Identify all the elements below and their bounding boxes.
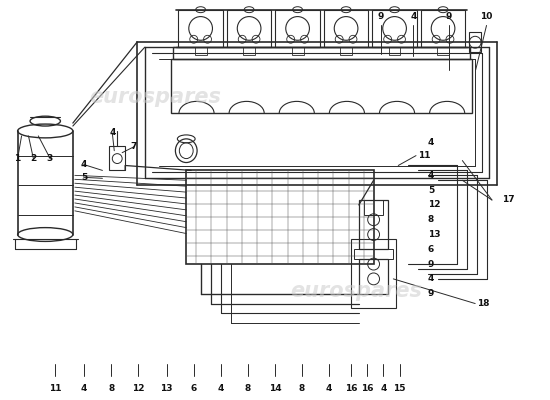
Text: 11: 11: [49, 384, 62, 394]
Text: 1: 1: [14, 154, 20, 163]
Text: 16: 16: [345, 384, 357, 394]
Bar: [469, 32, 481, 52]
Text: 4: 4: [428, 138, 434, 147]
Text: 4: 4: [218, 384, 224, 394]
Bar: [359, 200, 388, 249]
Text: 6: 6: [428, 245, 434, 254]
Text: 4: 4: [81, 384, 87, 394]
Text: eurospares: eurospares: [90, 88, 222, 108]
Text: 18: 18: [477, 299, 490, 308]
Text: 11: 11: [418, 151, 431, 160]
Bar: [389, 47, 400, 55]
Text: 4: 4: [428, 171, 434, 180]
Text: 9: 9: [377, 12, 384, 20]
Text: 4: 4: [326, 384, 332, 394]
Bar: [351, 240, 397, 308]
Bar: [437, 47, 449, 55]
Bar: [340, 47, 352, 55]
Text: 15: 15: [393, 384, 406, 394]
Bar: [359, 259, 388, 294]
Bar: [421, 10, 465, 47]
Bar: [276, 10, 320, 47]
Text: 8: 8: [245, 384, 251, 394]
Text: 8: 8: [428, 215, 434, 224]
Text: 8: 8: [108, 384, 114, 394]
Text: 13: 13: [160, 384, 173, 394]
Text: 4: 4: [109, 128, 116, 138]
Bar: [364, 200, 383, 215]
Text: 17: 17: [502, 196, 514, 204]
Bar: [292, 47, 304, 55]
Text: 13: 13: [428, 230, 441, 239]
Text: 4: 4: [410, 12, 416, 20]
Text: 5: 5: [81, 173, 87, 182]
Text: 9: 9: [428, 289, 434, 298]
Text: 4: 4: [81, 160, 87, 169]
Bar: [372, 10, 417, 47]
Bar: [172, 59, 472, 113]
Text: 3: 3: [47, 154, 53, 163]
Bar: [173, 47, 470, 59]
Text: 14: 14: [269, 384, 281, 394]
Text: 10: 10: [480, 12, 493, 20]
Text: 2: 2: [30, 154, 37, 163]
Text: 8: 8: [299, 384, 305, 394]
Text: 4: 4: [380, 384, 387, 394]
Text: 4: 4: [428, 274, 434, 283]
Bar: [195, 47, 207, 55]
Text: 9: 9: [428, 260, 434, 268]
Bar: [243, 47, 255, 55]
Bar: [227, 10, 271, 47]
Bar: [178, 10, 223, 47]
Text: 16: 16: [361, 384, 373, 394]
Text: 12: 12: [428, 200, 441, 210]
Text: 12: 12: [132, 384, 145, 394]
Bar: [186, 170, 373, 264]
Bar: [354, 249, 393, 259]
Text: 9: 9: [446, 12, 452, 20]
Text: 6: 6: [190, 384, 197, 394]
Text: 7: 7: [131, 142, 137, 151]
Text: 5: 5: [428, 186, 434, 195]
Bar: [324, 10, 368, 47]
Text: eurospares: eurospares: [290, 281, 422, 301]
Bar: [109, 146, 125, 170]
